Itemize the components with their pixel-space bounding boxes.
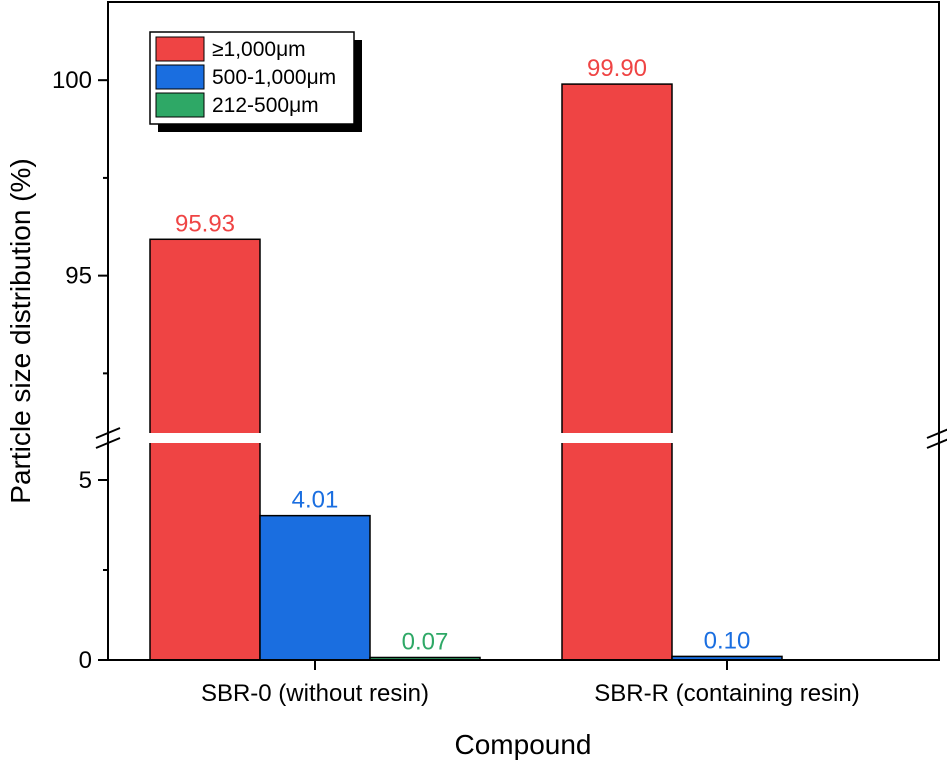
data-label-1-2: 99.90 (587, 55, 647, 82)
y-tick-label-5: 5 (79, 467, 92, 494)
y-tick-label-0: 0 (79, 647, 92, 674)
legend-swatch-1 (155, 36, 205, 62)
bars-layer (149, 83, 783, 661)
x-axis-title: Compound (455, 729, 592, 760)
y-tick-label-100: 100 (52, 67, 92, 94)
legend-label-3: 212-500μm (212, 94, 319, 117)
legend: ≥1,000μm 500-1,000μm 212-500μm (149, 31, 362, 132)
y-tick-label-95: 95 (65, 263, 92, 290)
plot-frame (107, 1, 940, 661)
data-labels-layer: 95.93 99.90 4.01 0.10 0.07 (175, 55, 750, 655)
bar-1-2 (561, 83, 673, 661)
bar-1-1 (149, 238, 261, 661)
axis-layer: 0 5 95 100 SBR-0 (without resin) SBR-R (conta… (52, 67, 860, 707)
legend-label-1: ≥1,000μm (212, 38, 306, 61)
data-label-1-1: 95.93 (175, 210, 235, 237)
x-tick-label-1: SBR-0 (without resin) (201, 680, 429, 707)
legend-label-2: 500-1,000μm (212, 66, 336, 89)
data-label-2-2: 0.10 (704, 627, 751, 654)
axis-break-gap (109, 433, 938, 443)
bar-2-1 (259, 514, 371, 661)
data-label-3-1: 0.07 (402, 628, 449, 655)
legend-swatch-2 (155, 64, 205, 90)
y-axis-title: Particle size distribution (%) (5, 158, 36, 503)
data-label-2-1: 4.01 (292, 487, 339, 514)
legend-swatch-3 (155, 92, 205, 118)
x-tick-label-2: SBR-R (containing resin) (594, 680, 859, 707)
